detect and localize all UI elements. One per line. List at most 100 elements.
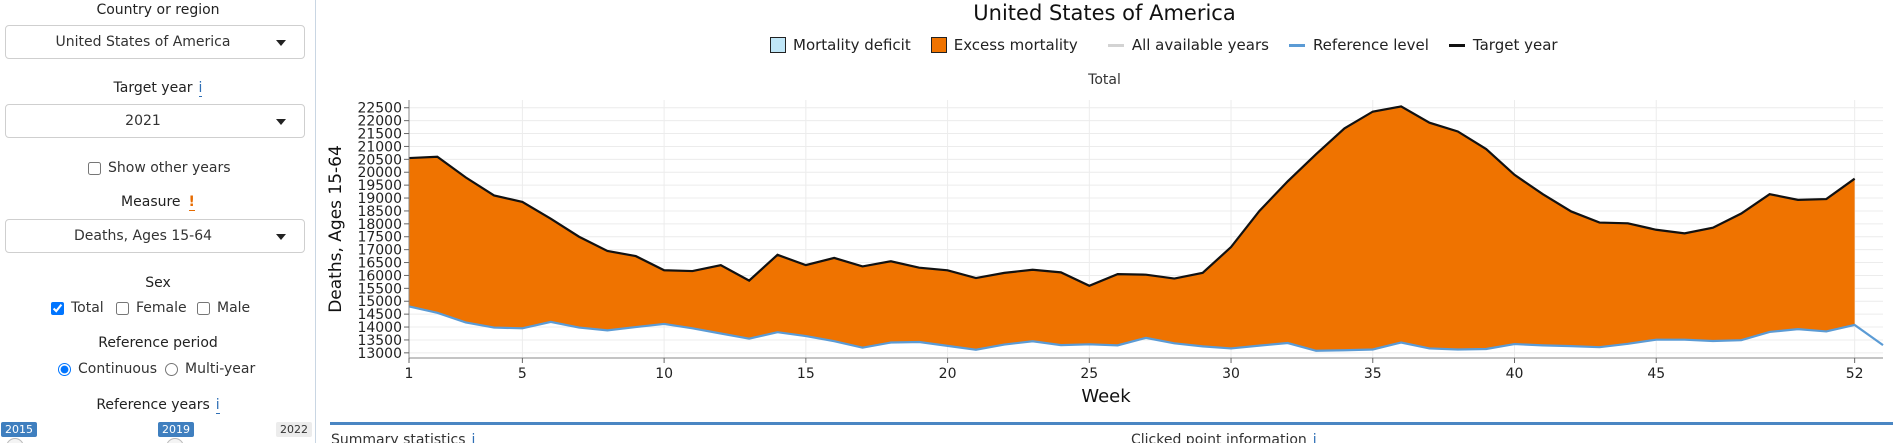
info-icon[interactable]: i [198, 80, 203, 97]
ref-multiyear-label: Multi-year [185, 361, 256, 377]
y-tick-label: 17000 [357, 243, 402, 259]
y-tick-label: 21000 [357, 139, 402, 155]
legend-excess-label: Excess mortality [953, 36, 1078, 54]
x-tick-label: 15 [797, 366, 815, 382]
deficit-swatch [770, 37, 786, 53]
sex-male-label: Male [217, 300, 251, 316]
sex-female-option[interactable]: Female [116, 300, 187, 316]
x-tick-label: 30 [1222, 366, 1240, 382]
country-value: United States of America [55, 34, 231, 50]
legend-deficit-label: Mortality deficit [793, 36, 911, 54]
excess-swatch [930, 37, 947, 53]
info-icon[interactable]: i [1312, 432, 1317, 443]
show-other-years-option[interactable]: Show other years [88, 160, 231, 176]
panel-title: Total [1088, 72, 1121, 88]
x-tick-label: 1 [405, 366, 414, 382]
y-tick-label: 13500 [357, 333, 402, 349]
ref-multiyear-radio[interactable] [165, 362, 178, 376]
y-tick-label: 19500 [357, 178, 402, 194]
y-tick-label: 19000 [357, 191, 402, 207]
slider-max-label: 2022 [276, 422, 312, 437]
slider-min-label: 2015 [1, 422, 37, 437]
sex-female-checkbox[interactable] [116, 301, 129, 315]
legend-item-target[interactable]: Target year [1448, 36, 1558, 54]
mortality-chart[interactable]: 1300013500140001450015000155001600016500… [316, 88, 1893, 418]
x-tick-label: 5 [518, 366, 527, 382]
x-tick-label: 35 [1364, 366, 1382, 382]
sex-female-label: Female [136, 300, 187, 316]
x-tick-label: 45 [1647, 366, 1665, 382]
section-divider [330, 422, 1893, 425]
legend-item-all-years[interactable]: All available years [1107, 36, 1269, 54]
y-axis-title: Deaths, Ages 15-64 [326, 145, 346, 313]
legend-item-deficit[interactable]: Mortality deficit [770, 36, 911, 54]
y-tick-label: 20000 [357, 165, 402, 181]
info-icon[interactable]: i [471, 432, 476, 443]
y-tick-label: 14500 [357, 307, 402, 323]
legend: Mortality deficit Excess mortality All a… [770, 35, 1558, 55]
sidebar: Country or region United States of Ameri… [0, 0, 316, 443]
sex-total-checkbox[interactable] [51, 301, 64, 315]
x-tick-label: 10 [655, 366, 673, 382]
chart-title: United States of America [973, 1, 1236, 25]
excess-mortality-area[interactable] [409, 106, 1855, 351]
legend-reference-label: Reference level [1312, 36, 1429, 54]
info-icon[interactable]: i [215, 397, 220, 414]
country-label: Country or region [96, 2, 220, 18]
sex-male-checkbox[interactable] [197, 301, 210, 315]
ref-continuous-radio[interactable] [58, 362, 71, 376]
x-tick-label: 20 [939, 366, 957, 382]
y-tick-label: 16000 [357, 268, 402, 284]
clicked-point-heading: Clicked point information i [1131, 432, 1317, 443]
x-axis-title: Week [1081, 386, 1131, 407]
chevron-down-icon [276, 234, 286, 240]
ref-period-label: Reference period [98, 335, 218, 351]
y-tick-label: 13000 [357, 346, 402, 362]
reference-line-swatch [1288, 43, 1305, 47]
ref-years-heading: Reference years i [0, 397, 316, 414]
sex-label: Sex [145, 275, 171, 291]
slider-handle-start[interactable] [6, 438, 24, 443]
y-tick-label: 18500 [357, 204, 402, 220]
x-tick-label: 25 [1080, 366, 1098, 382]
y-tick-label: 21500 [357, 127, 402, 143]
y-tick-label: 20500 [357, 152, 402, 168]
y-tick-label: 18000 [357, 217, 402, 233]
legend-all-years-label: All available years [1131, 36, 1269, 54]
target-year-select[interactable]: 2021 [5, 104, 305, 138]
sex-male-option[interactable]: Male [197, 300, 250, 316]
y-tick-label: 14000 [357, 320, 402, 336]
show-other-years-label: Show other years [108, 160, 231, 176]
all-years-line-swatch [1107, 43, 1124, 47]
ref-years-label: Reference years [96, 397, 210, 413]
clicked-point-label: Clicked point information [1131, 432, 1307, 443]
target-year-heading: Target year i [0, 80, 316, 97]
target-year-value: 2021 [125, 113, 161, 129]
measure-value: Deaths, Ages 15-64 [73, 228, 213, 244]
x-tick-label: 52 [1846, 366, 1864, 382]
target-line-swatch [1448, 43, 1465, 47]
y-tick-label: 15000 [357, 294, 402, 310]
sex-total-option[interactable]: Total [51, 300, 104, 316]
reference-level-line[interactable] [408, 305, 1884, 352]
y-tick-label: 16500 [357, 256, 402, 272]
measure-label: Measure [121, 194, 181, 210]
chevron-down-icon [276, 40, 286, 46]
ref-continuous-option[interactable]: Continuous [58, 361, 157, 377]
summary-heading: Summary statistics i [331, 432, 476, 443]
legend-item-excess[interactable]: Excess mortality [930, 36, 1078, 54]
ref-continuous-label: Continuous [78, 361, 158, 377]
target-year-line[interactable] [408, 105, 1856, 287]
measure-select[interactable]: Deaths, Ages 15-64 [5, 219, 305, 253]
country-select[interactable]: United States of America [5, 25, 305, 59]
ref-multiyear-option[interactable]: Multi-year [165, 361, 255, 377]
y-tick-label: 17500 [357, 230, 402, 246]
slider-selected-label: 2019 [158, 422, 194, 437]
legend-item-reference[interactable]: Reference level [1288, 36, 1429, 54]
y-tick-label: 22000 [357, 114, 402, 130]
sex-total-label: Total [71, 300, 104, 316]
slider-handle-end[interactable] [166, 438, 184, 443]
legend-target-label: Target year [1472, 36, 1558, 54]
show-other-years-checkbox[interactable] [88, 161, 101, 175]
warning-icon[interactable]: ! [188, 194, 195, 211]
